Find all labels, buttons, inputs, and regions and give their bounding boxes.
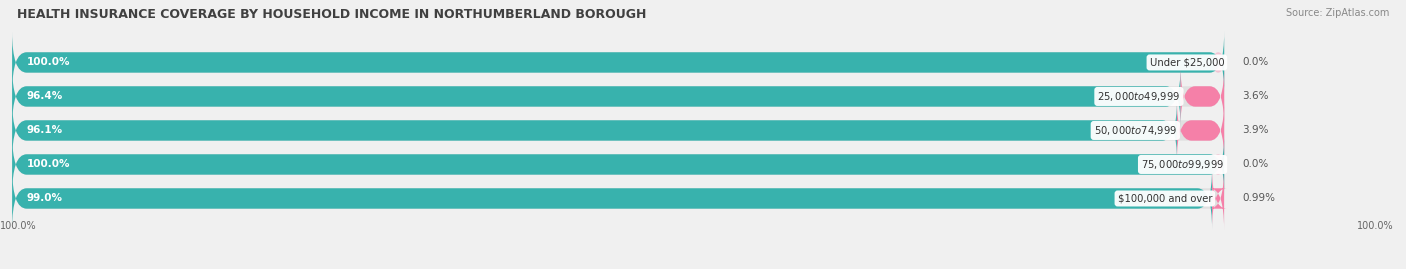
FancyBboxPatch shape (13, 66, 1225, 127)
FancyBboxPatch shape (1181, 66, 1225, 127)
Text: HEALTH INSURANCE COVERAGE BY HOUSEHOLD INCOME IN NORTHUMBERLAND BOROUGH: HEALTH INSURANCE COVERAGE BY HOUSEHOLD I… (17, 8, 647, 21)
Text: 0.0%: 0.0% (1243, 58, 1268, 68)
Text: $75,000 to $99,999: $75,000 to $99,999 (1140, 158, 1225, 171)
Text: 100.0%: 100.0% (1357, 221, 1393, 231)
Text: 100.0%: 100.0% (27, 160, 70, 169)
FancyBboxPatch shape (1209, 168, 1226, 229)
FancyBboxPatch shape (13, 32, 1225, 93)
FancyBboxPatch shape (1177, 100, 1225, 161)
Text: 3.9%: 3.9% (1243, 125, 1268, 136)
Text: $25,000 to $49,999: $25,000 to $49,999 (1097, 90, 1181, 103)
Text: 96.1%: 96.1% (27, 125, 63, 136)
FancyBboxPatch shape (13, 100, 1177, 161)
Text: 100.0%: 100.0% (0, 221, 37, 231)
FancyBboxPatch shape (13, 100, 1225, 161)
FancyBboxPatch shape (1212, 52, 1225, 73)
Text: 96.4%: 96.4% (27, 91, 63, 101)
Text: Source: ZipAtlas.com: Source: ZipAtlas.com (1285, 8, 1389, 18)
Text: Under $25,000: Under $25,000 (1150, 58, 1225, 68)
FancyBboxPatch shape (13, 66, 1181, 127)
FancyBboxPatch shape (13, 134, 1225, 195)
FancyBboxPatch shape (13, 168, 1212, 229)
Text: 0.0%: 0.0% (1243, 160, 1268, 169)
Text: $100,000 and over: $100,000 and over (1118, 193, 1212, 203)
FancyBboxPatch shape (13, 134, 1225, 195)
Text: 0.99%: 0.99% (1243, 193, 1275, 203)
Text: 3.6%: 3.6% (1243, 91, 1268, 101)
Text: 100.0%: 100.0% (27, 58, 70, 68)
Text: $50,000 to $74,999: $50,000 to $74,999 (1094, 124, 1177, 137)
FancyBboxPatch shape (13, 168, 1225, 229)
FancyBboxPatch shape (1212, 154, 1225, 175)
FancyBboxPatch shape (13, 32, 1225, 93)
Text: 99.0%: 99.0% (27, 193, 63, 203)
